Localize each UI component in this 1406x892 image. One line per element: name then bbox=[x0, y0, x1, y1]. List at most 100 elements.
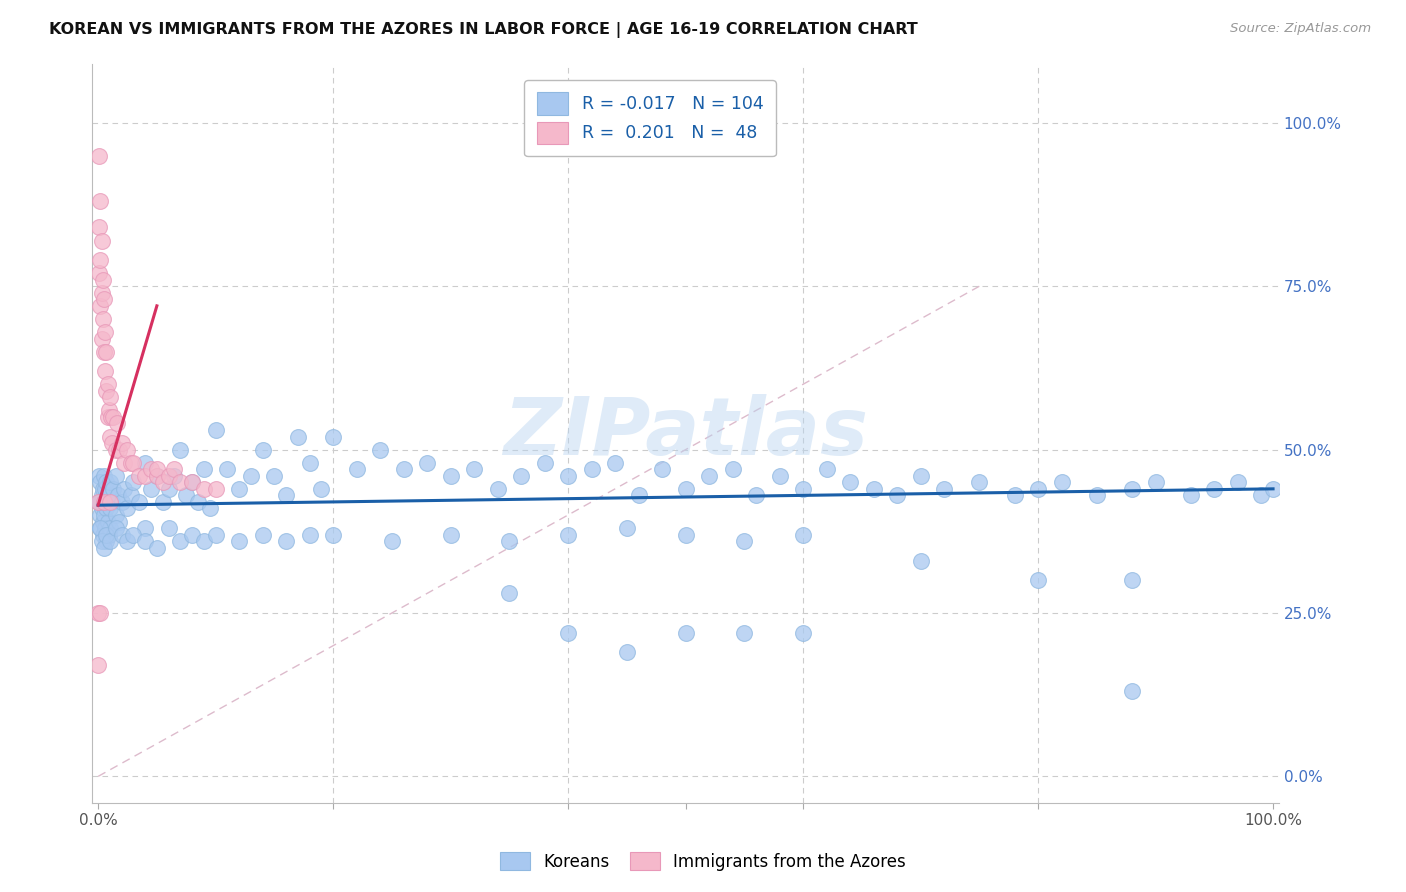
Legend: Koreans, Immigrants from the Azores: Koreans, Immigrants from the Azores bbox=[492, 844, 914, 880]
Point bbox=[122, 456, 145, 470]
Point bbox=[1144, 475, 1167, 490]
Point bbox=[174, 488, 197, 502]
Point bbox=[89, 606, 111, 620]
Point bbox=[651, 462, 673, 476]
Point bbox=[193, 462, 215, 476]
Point bbox=[792, 625, 814, 640]
Point bbox=[886, 488, 908, 502]
Point bbox=[181, 475, 204, 490]
Point bbox=[181, 527, 204, 541]
Point bbox=[94, 325, 117, 339]
Point bbox=[298, 527, 321, 541]
Point bbox=[146, 462, 169, 476]
Point bbox=[112, 456, 135, 470]
Point bbox=[96, 488, 118, 502]
Point bbox=[93, 468, 115, 483]
Point bbox=[97, 482, 120, 496]
Point bbox=[439, 468, 461, 483]
Text: KOREAN VS IMMIGRANTS FROM THE AZORES IN LABOR FORCE | AGE 16-19 CORRELATION CHAR: KOREAN VS IMMIGRANTS FROM THE AZORES IN … bbox=[49, 22, 918, 38]
Point bbox=[122, 475, 145, 490]
Point bbox=[862, 482, 884, 496]
Point bbox=[93, 293, 115, 307]
Point bbox=[90, 332, 112, 346]
Point bbox=[98, 521, 121, 535]
Point bbox=[910, 468, 932, 483]
Point bbox=[169, 534, 191, 549]
Point bbox=[96, 501, 118, 516]
Point bbox=[101, 436, 124, 450]
Point bbox=[557, 625, 579, 640]
Point bbox=[96, 515, 118, 529]
Point bbox=[169, 442, 191, 457]
Point bbox=[104, 442, 127, 457]
Point bbox=[381, 534, 404, 549]
Point bbox=[263, 468, 285, 483]
Point bbox=[768, 468, 790, 483]
Point bbox=[163, 468, 186, 483]
Point bbox=[198, 501, 221, 516]
Point bbox=[93, 344, 115, 359]
Point bbox=[510, 468, 533, 483]
Point bbox=[134, 534, 156, 549]
Point bbox=[368, 442, 391, 457]
Point bbox=[392, 462, 415, 476]
Point bbox=[90, 534, 112, 549]
Point bbox=[346, 462, 368, 476]
Point bbox=[1204, 482, 1226, 496]
Point bbox=[89, 521, 111, 535]
Point bbox=[322, 429, 344, 443]
Legend: R = -0.017   N = 104, R =  0.201   N =  48: R = -0.017 N = 104, R = 0.201 N = 48 bbox=[524, 80, 776, 156]
Point bbox=[117, 442, 139, 457]
Point bbox=[697, 468, 720, 483]
Point bbox=[96, 344, 118, 359]
Point bbox=[1180, 488, 1202, 502]
Point bbox=[581, 462, 603, 476]
Point bbox=[122, 527, 145, 541]
Point bbox=[146, 541, 169, 555]
Point bbox=[1250, 488, 1272, 502]
Point bbox=[1004, 488, 1026, 502]
Point bbox=[311, 482, 333, 496]
Point bbox=[152, 495, 174, 509]
Point bbox=[111, 527, 134, 541]
Point bbox=[1121, 574, 1143, 588]
Point bbox=[134, 456, 156, 470]
Point bbox=[111, 495, 134, 509]
Point bbox=[616, 645, 638, 659]
Point bbox=[910, 554, 932, 568]
Point bbox=[117, 501, 139, 516]
Point bbox=[104, 468, 127, 483]
Point bbox=[128, 468, 150, 483]
Point bbox=[91, 312, 114, 326]
Point bbox=[98, 429, 121, 443]
Point bbox=[603, 456, 626, 470]
Point bbox=[108, 442, 131, 457]
Point bbox=[90, 234, 112, 248]
Point bbox=[93, 495, 115, 509]
Point bbox=[89, 495, 111, 509]
Point bbox=[932, 482, 955, 496]
Point bbox=[104, 521, 127, 535]
Point bbox=[969, 475, 991, 490]
Point bbox=[627, 488, 650, 502]
Point bbox=[169, 475, 191, 490]
Point bbox=[90, 488, 112, 502]
Point bbox=[103, 482, 125, 496]
Point bbox=[89, 220, 111, 235]
Point bbox=[89, 194, 111, 209]
Point bbox=[675, 482, 697, 496]
Point bbox=[96, 409, 118, 424]
Point bbox=[298, 456, 321, 470]
Point bbox=[204, 482, 226, 496]
Point bbox=[107, 488, 129, 502]
Point bbox=[1261, 482, 1284, 496]
Point bbox=[675, 625, 697, 640]
Point bbox=[120, 456, 142, 470]
Point bbox=[93, 508, 115, 522]
Point bbox=[152, 475, 174, 490]
Point bbox=[96, 377, 118, 392]
Text: Source: ZipAtlas.com: Source: ZipAtlas.com bbox=[1230, 22, 1371, 36]
Point bbox=[93, 541, 115, 555]
Point bbox=[815, 462, 838, 476]
Point bbox=[157, 521, 180, 535]
